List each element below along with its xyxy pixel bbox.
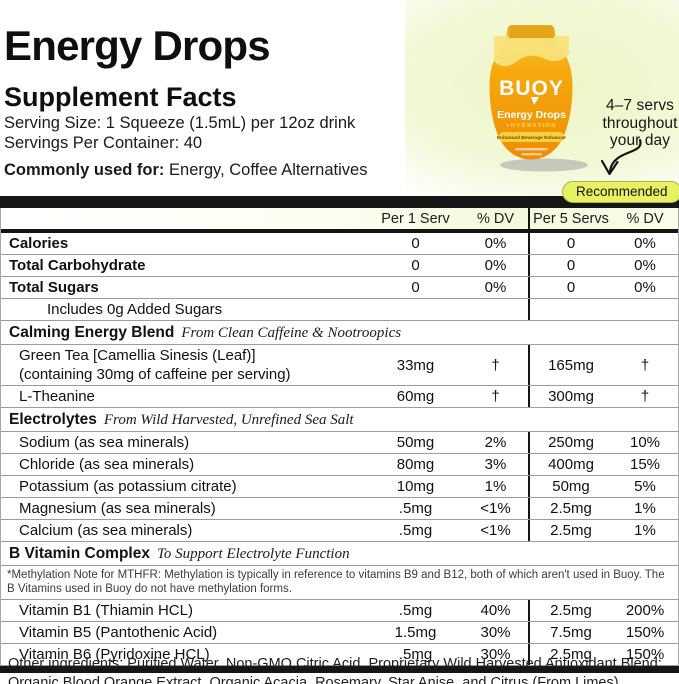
commonly-used-label: Commonly used for: <box>4 161 165 179</box>
col-header-dv5: % DV <box>626 210 664 227</box>
table-row-total-sugars: Total Sugars 0 0% 0 0% <box>1 277 678 299</box>
commonly-used: Commonly used for: Energy, Coffee Altern… <box>4 161 367 180</box>
bottle-fineprint-line <box>521 153 542 156</box>
annotation-line: throughout <box>602 114 678 132</box>
table-row-chloride: Chloride (as sea minerals) 80mg 3% 400mg… <box>1 454 678 476</box>
table-row-added-sugars: Includes 0g Added Sugars <box>1 299 678 321</box>
bottle-brand: BUOY <box>499 77 564 100</box>
supplement-facts-heading: Supplement Facts <box>4 82 237 112</box>
annotation-line: 4–7 servs <box>605 97 675 114</box>
table-row-calories: Calories 0 0% 0 0% <box>1 233 678 255</box>
table-bottom-bar <box>0 666 679 673</box>
table-header-row: Per 1 Serv % DV Per 5 Servs % DV <box>1 208 678 233</box>
page-title: Energy Drops <box>4 22 271 69</box>
methylation-note-row: *Methylation Note for MTHFR: Methylation… <box>1 566 678 600</box>
servings-per-container: Servings Per Container: 40 <box>4 134 203 152</box>
col-header-per1serv: Per 1 Serv <box>381 210 450 227</box>
bottle-brand-droplet-icon <box>531 97 539 105</box>
commonly-used-value: Energy, Coffee Alternatives <box>169 161 368 179</box>
section-row-b-vitamin-complex: B Vitamin Complex To Support Electrolyte … <box>1 542 678 566</box>
bottle-badge-pill <box>498 132 565 142</box>
table-row-magnesium: Magnesium (as sea minerals) .5mg <1% 2.5… <box>1 498 678 520</box>
table-row-green-tea: Green Tea [Camellia Sinesis (Leaf)] (con… <box>1 345 678 386</box>
table-row-l-theanine: L-Theanine 60mg † 300mg † <box>1 386 678 408</box>
serving-size: Serving Size: 1 Squeeze (1.5mL) per 12oz… <box>4 114 356 132</box>
header-spacer <box>1 208 368 229</box>
bottle-product-name: Energy Drops <box>497 109 566 121</box>
col-header-dv1: % DV <box>476 210 515 227</box>
table-row-vitamin-b1: Vitamin B1 (Thiamin HCL) .5mg 40% 2.5mg 2… <box>1 600 678 622</box>
bottle-badge-text: Enhanced Beverage Enhancer <box>497 135 566 141</box>
bottle-cap-band <box>494 36 569 67</box>
bottle-fineprint-line <box>515 148 548 151</box>
section-row-calming-energy-blend: Calming Energy Blend From Clean Caffeine … <box>1 321 678 345</box>
bottle-cap <box>509 26 554 38</box>
table-row-calcium: Calcium (as sea minerals) .5mg <1% 2.5mg… <box>1 520 678 542</box>
table-row-potassium: Potassium (as potassium citrate) 10mg 1%… <box>1 476 678 498</box>
table-top-bar <box>0 196 679 208</box>
table-row-vitamin-b6: Vitamin B6 (Pyridoxine HCL) .5mg 30% 2.5… <box>1 644 678 666</box>
section-row-electrolytes: Electrolytes From Wild Harvested, Unrefin… <box>1 408 678 432</box>
table-row-sodium: Sodium (as sea minerals) 50mg 2% 250mg 10… <box>1 432 678 454</box>
serving-info: Serving Size: 1 Squeeze (1.5mL) per 12oz… <box>4 113 355 153</box>
table-row-vitamin-b5: Vitamin B5 (Pantothenic Acid) 1.5mg 30% … <box>1 622 678 644</box>
bottle-subtitle: +HYDRATION <box>506 123 557 129</box>
product-bottle-image: BUOY Energy Drops +HYDRATION Enhanced Be… <box>489 25 588 172</box>
bottle-shadow <box>500 158 588 172</box>
table-row-total-carbohydrate: Total Carbohydrate 0 0% 0 0% <box>1 255 678 277</box>
other-ingredients: Other ingredients: Purified Water, Non-G… <box>8 656 662 684</box>
col-header-per5servs: Per 5 Servs <box>533 210 609 227</box>
recommended-badge: Recommended <box>562 181 679 203</box>
curved-arrow-icon <box>600 138 642 176</box>
supplement-facts-table: Per 1 Serv % DV Per 5 Servs % DV Calorie… <box>0 196 679 673</box>
